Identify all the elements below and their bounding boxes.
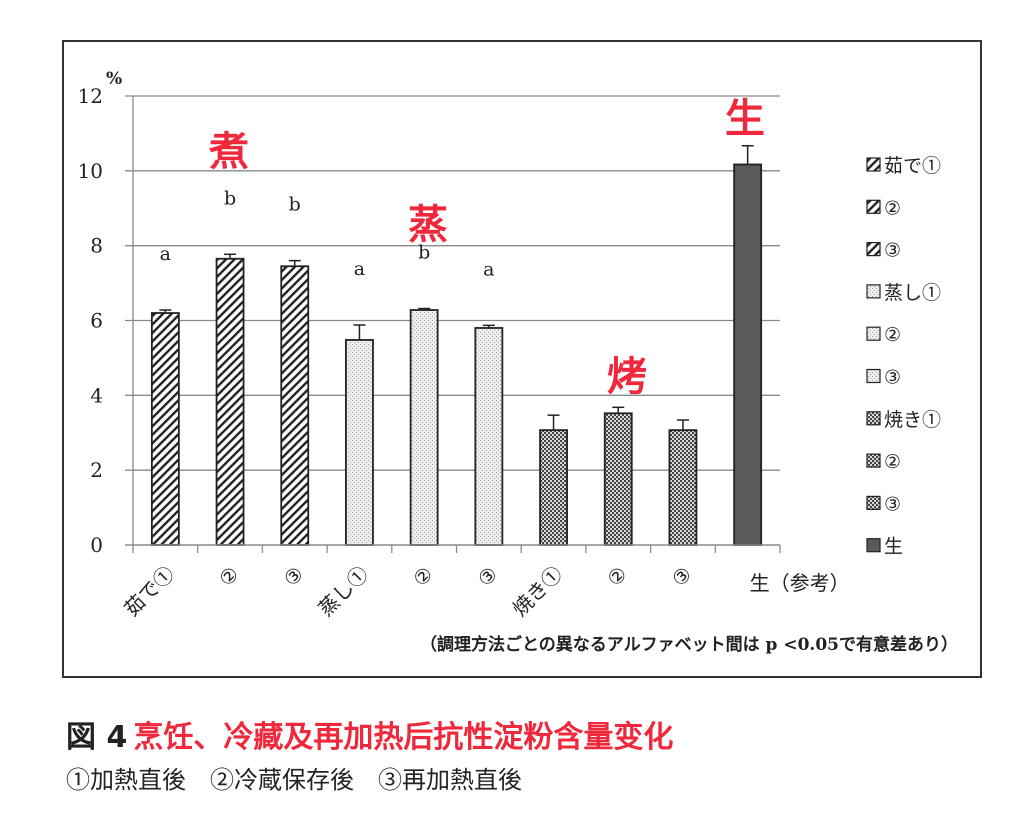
- svg-text:%: %: [106, 69, 122, 89]
- group-annotation: 生: [725, 96, 765, 142]
- legend-swatch: [866, 411, 881, 426]
- x-tick-label: ③: [279, 562, 309, 592]
- svg-text:8: 8: [90, 234, 103, 258]
- group-annotation: 烤: [607, 354, 647, 400]
- legend-swatch: [866, 157, 881, 172]
- svg-text:4: 4: [90, 383, 103, 407]
- legend-label: ②: [884, 197, 901, 219]
- x-tick-label: 蒸し①: [314, 562, 373, 621]
- significance-letter: b: [289, 194, 301, 216]
- legend-swatch: [866, 453, 881, 468]
- legend-label: 蒸し①: [884, 282, 941, 304]
- svg-text:10: 10: [78, 159, 103, 183]
- x-axis: 茹で① ② ③ 蒸し① ② ③ 焼き① ② ③ 生（参考）: [119, 544, 850, 621]
- bar: [345, 339, 374, 546]
- bars: a b b a b a: [150, 145, 763, 546]
- significance-letter: b: [224, 187, 236, 209]
- bar: [603, 412, 633, 546]
- chart-frame: [62, 40, 982, 678]
- svg-text:0: 0: [90, 533, 103, 557]
- legend-label: 焼き①: [884, 409, 941, 431]
- figure-legend-note: ①加熱直後 ②冷蔵保存後 ③再加熱直後: [66, 766, 522, 794]
- bar: [409, 309, 439, 546]
- figure-title: 烹饪、冷藏及再加热后抗性淀粉含量变化: [133, 720, 674, 755]
- significance-letter: a: [483, 258, 494, 280]
- legend-swatch: [866, 284, 881, 299]
- legend-swatch: [866, 326, 881, 341]
- legend-label: ③: [884, 493, 901, 515]
- x-tick-label: 焼き①: [508, 562, 567, 621]
- legend-label: ③: [884, 367, 901, 389]
- x-tick-label: 茹で①: [119, 562, 178, 621]
- bar: [215, 257, 245, 546]
- legend-label: ②: [884, 451, 901, 473]
- bar: [539, 429, 568, 546]
- legend-label: ②: [884, 324, 901, 346]
- bar: [474, 327, 504, 546]
- group-annotations: 煮蒸烤 生: [208, 96, 765, 400]
- bar: [150, 312, 180, 546]
- x-tick-label: 生（参考）: [750, 571, 850, 595]
- legend-label: 生: [884, 536, 903, 558]
- svg-text:12: 12: [78, 84, 103, 108]
- significance-letter: a: [354, 258, 365, 280]
- significance-letter: a: [160, 243, 171, 265]
- group-annotation: 蒸: [408, 202, 448, 248]
- x-tick-label: ②: [602, 562, 632, 592]
- bar: [733, 163, 763, 546]
- legend-swatch: [866, 368, 881, 384]
- figure-caption: 図 4 烹饪、冷藏及再加热后抗性淀粉含量变化: [66, 712, 673, 756]
- x-tick-label: ②: [214, 562, 244, 592]
- group-annotation: 煮: [208, 129, 249, 175]
- legend-label: 茹で①: [884, 155, 941, 177]
- legend-swatch: [866, 199, 881, 214]
- y-axis: 0 2 4 6 8 10 12%: [78, 69, 134, 557]
- legend: 茹で① ② ③ 蒸し① ② ③ 焼き① ② ③ 生: [866, 155, 941, 558]
- significance-letter: b: [418, 242, 430, 264]
- legend-swatch: [866, 495, 881, 510]
- bar: [668, 429, 698, 546]
- legend-swatch: [866, 242, 881, 257]
- x-tick-label: ③: [667, 562, 697, 592]
- x-tick-label: ③: [473, 562, 503, 592]
- significance-footnote: （調理方法ごとの異なるアルファベット間は p <0.05で有意差あり）: [420, 634, 958, 655]
- svg-text:2: 2: [90, 458, 103, 482]
- x-tick-label: ②: [408, 562, 438, 592]
- bar: [280, 265, 310, 546]
- legend-swatch: [866, 538, 881, 553]
- legend-label: ③: [884, 240, 901, 262]
- figure-label: 図 4: [66, 720, 128, 755]
- svg-text:6: 6: [90, 309, 103, 333]
